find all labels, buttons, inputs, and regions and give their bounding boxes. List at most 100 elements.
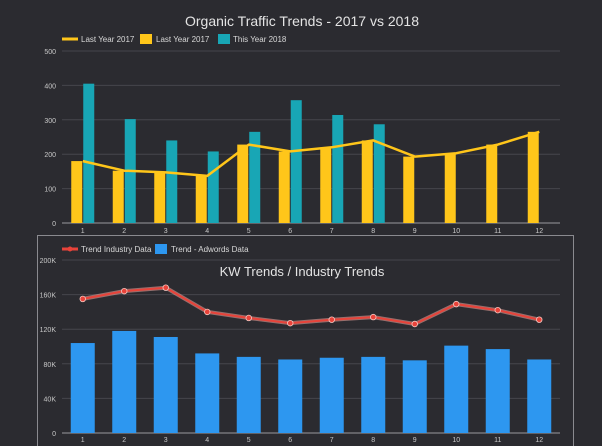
legend-bar-swatch xyxy=(140,34,152,44)
legend-line-marker xyxy=(67,246,73,252)
x-tick-label: 3 xyxy=(164,228,168,235)
y-tick-label: 200K xyxy=(40,258,57,265)
line-point[interactable] xyxy=(79,295,86,303)
bar-secondary[interactable] xyxy=(249,131,261,223)
bar-primary[interactable] xyxy=(70,343,95,433)
x-tick-label: 7 xyxy=(330,228,334,235)
chart-panel-border xyxy=(37,235,574,446)
bar-primary[interactable] xyxy=(527,131,539,223)
bar-primary[interactable] xyxy=(278,359,303,433)
chart-bars xyxy=(71,83,539,224)
line-point[interactable] xyxy=(328,316,335,323)
x-tick-label: 11 xyxy=(494,228,501,235)
line-series-path[interactable] xyxy=(82,286,540,325)
line-point[interactable] xyxy=(204,308,211,316)
x-tick-label: 6 xyxy=(288,437,292,444)
bar-primary[interactable] xyxy=(320,147,332,223)
chart-gridlines xyxy=(62,50,560,224)
x-tick-label: 10 xyxy=(452,228,460,235)
line-point[interactable] xyxy=(245,314,252,322)
bar-primary[interactable] xyxy=(402,360,427,433)
line-point[interactable] xyxy=(411,320,418,328)
y-tick-label: 0 xyxy=(52,221,56,228)
x-tick-label: 2 xyxy=(122,437,126,444)
bar-primary[interactable] xyxy=(195,353,220,433)
x-tick-label: 2 xyxy=(122,228,126,235)
x-tick-label: 1 xyxy=(81,228,85,235)
bar-primary[interactable] xyxy=(153,336,178,433)
chart-legend: Trend Industry Data Trend - Adwords Data xyxy=(62,244,249,254)
bar-primary[interactable] xyxy=(71,161,83,223)
chart-title: KW Trends / Industry Trends xyxy=(220,264,385,279)
bar-secondary[interactable] xyxy=(83,83,95,224)
x-tick-label: 4 xyxy=(205,228,209,235)
bar-primary[interactable] xyxy=(485,349,510,433)
bar-primary[interactable] xyxy=(527,359,552,433)
legend-item-last-year-line[interactable]: Last Year 2017 xyxy=(62,35,135,44)
x-tick-label: 3 xyxy=(164,437,168,444)
line-point[interactable] xyxy=(494,306,501,314)
bar-secondary[interactable] xyxy=(290,100,302,223)
bar-primary[interactable] xyxy=(319,357,344,433)
x-tick-label: 5 xyxy=(247,228,251,235)
bar-secondary[interactable] xyxy=(166,140,178,223)
bar-primary[interactable] xyxy=(154,172,166,223)
legend-bar-swatch xyxy=(218,34,230,44)
bar-primary[interactable] xyxy=(236,356,261,433)
y-tick-label: 500 xyxy=(44,49,56,56)
line-series-path[interactable] xyxy=(82,130,540,178)
y-tick-label: 100 xyxy=(44,187,56,194)
legend-label: Trend Industry Data xyxy=(81,245,152,254)
bar-primary[interactable] xyxy=(361,356,386,433)
legend-label: Last Year 2017 xyxy=(81,35,135,44)
y-tick-label: 120K xyxy=(40,327,57,334)
y-tick-label: 80K xyxy=(44,362,57,369)
legend-bar-swatch xyxy=(155,244,167,254)
bar-primary[interactable] xyxy=(444,153,456,223)
x-tick-label: 7 xyxy=(330,437,334,444)
line-point[interactable] xyxy=(162,284,169,291)
y-tick-label: 160K xyxy=(40,293,57,300)
legend-item-last-year-bar[interactable]: Last Year 2017 xyxy=(140,34,210,44)
x-tick-label: 12 xyxy=(535,437,543,444)
bar-secondary[interactable] xyxy=(332,114,344,223)
y-axis-labels: 0 40K 80K 120K 160K 200K xyxy=(40,258,57,438)
line-point[interactable] xyxy=(370,313,377,321)
legend-item-adwords-bar[interactable]: Trend - Adwords Data xyxy=(155,244,249,254)
bar-primary[interactable] xyxy=(237,144,249,223)
line-point[interactable] xyxy=(453,300,460,308)
bar-primary[interactable] xyxy=(195,175,207,223)
bar-primary[interactable] xyxy=(278,151,290,223)
y-tick-label: 200 xyxy=(44,152,56,159)
x-tick-label: 5 xyxy=(247,437,251,444)
x-tick-label: 4 xyxy=(205,437,209,444)
y-tick-label: 300 xyxy=(44,118,56,125)
x-tick-label: 9 xyxy=(413,228,417,235)
chart-line-series xyxy=(82,130,540,178)
legend-label: Last Year 2017 xyxy=(156,35,210,44)
x-axis-labels: 1 2 3 4 5 6 7 8 9 10 11 12 xyxy=(81,228,543,235)
line-point[interactable] xyxy=(121,287,128,295)
legend-label: This Year 2018 xyxy=(233,35,287,44)
x-tick-label: 10 xyxy=(452,437,460,444)
bar-primary[interactable] xyxy=(444,345,469,433)
line-point[interactable] xyxy=(536,316,543,323)
bar-primary[interactable] xyxy=(112,330,137,433)
y-axis-labels: 0 100 200 300 400 500 xyxy=(44,49,56,228)
bar-secondary[interactable] xyxy=(207,151,219,223)
line-point[interactable] xyxy=(287,319,294,327)
bar-primary[interactable] xyxy=(361,140,373,223)
legend-item-industry-line[interactable]: Trend Industry Data xyxy=(62,245,152,254)
bar-primary[interactable] xyxy=(486,144,498,223)
bar-primary[interactable] xyxy=(112,170,124,223)
bar-secondary[interactable] xyxy=(373,124,385,223)
x-tick-label: 9 xyxy=(413,437,417,444)
chart-bars xyxy=(70,330,552,433)
legend-item-this-year-bar[interactable]: This Year 2018 xyxy=(218,34,287,44)
y-tick-label: 400 xyxy=(44,83,56,90)
kw-trends-chart: Trend Industry Data Trend - Adwords Data… xyxy=(37,235,574,446)
chart-line-series xyxy=(79,284,543,328)
legend-label: Trend - Adwords Data xyxy=(171,245,249,254)
bar-primary[interactable] xyxy=(403,156,415,223)
